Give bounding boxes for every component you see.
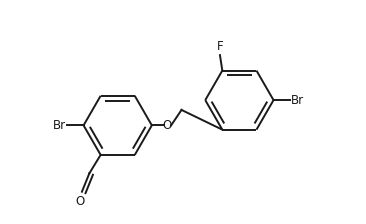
Text: F: F bbox=[217, 40, 223, 53]
Text: O: O bbox=[163, 119, 172, 132]
Text: O: O bbox=[76, 195, 85, 208]
Text: Br: Br bbox=[53, 119, 66, 132]
Text: Br: Br bbox=[291, 94, 304, 107]
